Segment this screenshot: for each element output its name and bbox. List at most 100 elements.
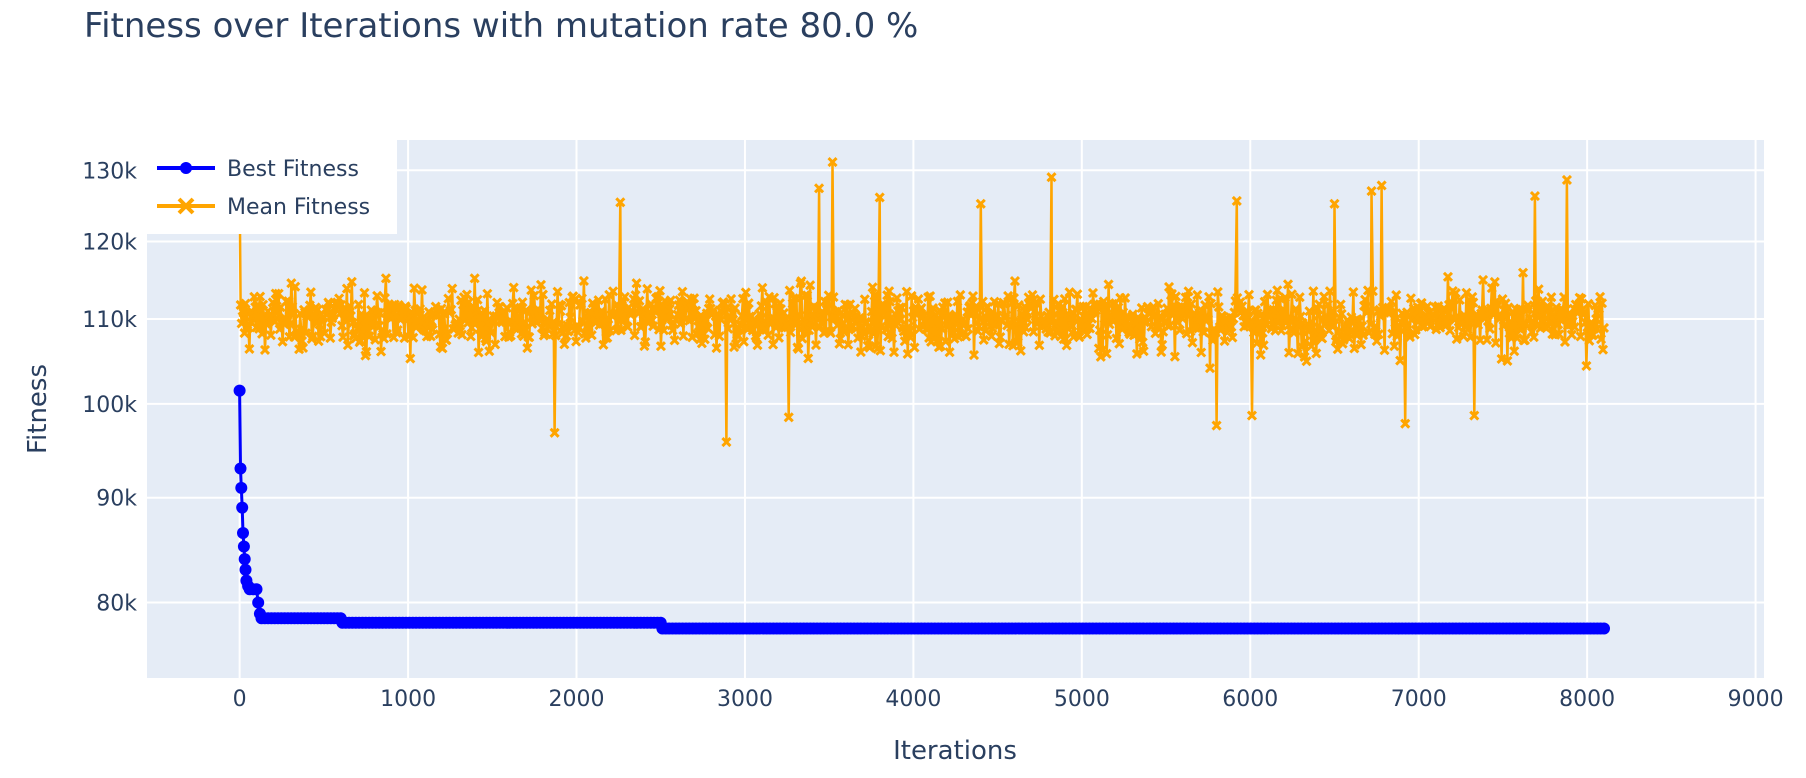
mean-fitness-point — [664, 303, 675, 315]
mean-fitness-point — [473, 347, 484, 358]
mean-fitness-point — [334, 293, 345, 304]
mean-fitness-point — [364, 331, 375, 342]
mean-fitness-point — [669, 335, 680, 346]
mean-fitness-point — [1072, 289, 1083, 300]
mean-fitness-point — [1020, 322, 1031, 333]
mean-fitness-point — [325, 332, 336, 344]
mean-fitness-point — [655, 341, 666, 352]
mean-fitness-point — [576, 293, 588, 304]
x-tick-label: 2000 — [549, 687, 605, 712]
mean-fitness-point — [1405, 293, 1416, 304]
mean-fitness-point — [896, 302, 907, 313]
mean-fitness-point — [1186, 298, 1197, 309]
mean-fitness-point — [1579, 306, 1590, 318]
mean-fitness-point — [1387, 328, 1398, 339]
mean-fitness-point — [1001, 310, 1012, 321]
mean-fitness-point — [464, 308, 475, 319]
mean-fitness-point — [757, 282, 768, 293]
mean-fitness-point — [819, 296, 830, 307]
mean-fitness-point — [1442, 271, 1454, 282]
mean-fitness-point — [805, 280, 816, 291]
y-axis-ticks: 80k 90k 100k 110k 120k 130k — [82, 159, 137, 616]
mean-fitness-point — [859, 294, 870, 305]
mean-fitness-point — [1348, 287, 1359, 298]
legend-background — [147, 140, 397, 234]
mean-fitness-point — [265, 330, 276, 341]
mean-fitness-point — [790, 320, 801, 331]
mean-fitness-point — [1395, 355, 1406, 366]
mean-fitness-point — [704, 293, 715, 305]
x-tick-label: 7000 — [1391, 687, 1447, 712]
x-tick-label: 3000 — [717, 687, 773, 712]
mean-fitness-point — [978, 334, 989, 345]
mean-fitness-point — [1529, 190, 1540, 202]
mean-fitness-point — [936, 323, 947, 334]
mean-fitness-point — [490, 339, 501, 350]
mean-fitness-point — [456, 329, 468, 340]
mean-fitness-point — [1064, 287, 1075, 298]
mean-fitness-point — [474, 323, 485, 335]
mean-fitness-point — [1528, 332, 1539, 343]
mean-fitness-point — [297, 342, 309, 354]
mean-fitness-point — [1183, 286, 1194, 297]
mean-fitness-point — [1204, 363, 1216, 374]
mean-fitness-point — [783, 412, 794, 423]
mean-fitness-point — [963, 323, 974, 334]
mean-fitness-point — [1120, 292, 1131, 303]
mean-fitness-point — [1477, 274, 1489, 285]
mean-fitness-point — [1074, 332, 1085, 343]
mean-fitness-point — [505, 330, 516, 341]
legend[interactable]: Best Fitness Mean Fitness — [147, 140, 397, 234]
mean-fitness-point — [884, 286, 895, 297]
mean-fitness-point — [849, 303, 861, 314]
mean-fitness-point — [791, 293, 802, 304]
mean-fitness-point — [678, 330, 689, 341]
mean-fitness-point — [1082, 329, 1093, 340]
mean-fitness-point — [967, 291, 979, 302]
mean-fitness-point — [1274, 314, 1285, 325]
mean-fitness-point — [374, 320, 385, 331]
mean-fitness-point — [1329, 198, 1340, 209]
mean-fitness-point — [481, 336, 492, 347]
mean-fitness-point — [1137, 337, 1148, 348]
mean-fitness-point — [1554, 329, 1565, 340]
mean-fitness-point — [1569, 322, 1580, 333]
mean-fitness-point — [1280, 292, 1291, 303]
legend-item-best-fitness[interactable]: Best Fitness — [157, 157, 359, 182]
mean-fitness-point — [1502, 355, 1513, 367]
mean-fitness-point — [1596, 298, 1608, 309]
legend-label-best-fitness: Best Fitness — [227, 157, 359, 182]
mean-fitness-point — [1157, 339, 1168, 350]
mean-fitness-point — [629, 330, 640, 341]
mean-fitness-point — [1268, 304, 1279, 315]
mean-fitness-point — [802, 290, 813, 301]
best-fitness-point — [235, 481, 248, 494]
mean-fitness-point — [1394, 324, 1405, 335]
legend-item-mean-fitness[interactable]: Mean Fitness — [157, 195, 370, 220]
mean-fitness-point — [537, 289, 548, 300]
mean-fitness-point — [546, 298, 557, 310]
mean-fitness-point — [875, 345, 886, 356]
mean-fitness-point — [1054, 323, 1065, 335]
mean-fitness-point — [1071, 304, 1082, 315]
mean-fitness-point — [677, 286, 688, 297]
mean-fitness-point — [1231, 195, 1242, 207]
mean-fitness-point — [375, 308, 386, 319]
legend-marker-circle-icon — [180, 162, 192, 174]
mean-fitness-point — [498, 308, 509, 320]
mean-fitness-point — [1226, 321, 1237, 332]
mean-fitness-point — [1015, 345, 1026, 356]
mean-fitness-point — [743, 298, 754, 309]
mean-fitness-point — [721, 437, 732, 448]
mean-fitness-point — [887, 333, 898, 344]
mean-fitness-point — [952, 296, 963, 307]
mean-fitness-point — [1327, 305, 1338, 316]
mean-fitness-point — [240, 298, 251, 309]
mean-fitness-point — [752, 340, 763, 351]
x-tick-label: 4000 — [885, 687, 941, 712]
mean-fitness-point — [437, 343, 448, 354]
mean-fitness-point — [1292, 348, 1303, 359]
mean-fitness-point — [1131, 348, 1142, 360]
mean-fitness-point — [672, 309, 683, 320]
mean-fitness-point — [1251, 338, 1262, 349]
